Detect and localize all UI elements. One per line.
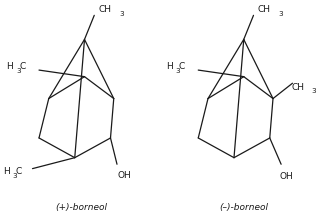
Text: 3: 3: [279, 11, 283, 17]
Text: (–)-borneol: (–)-borneol: [219, 203, 268, 212]
Text: C: C: [178, 62, 185, 71]
Text: H: H: [6, 62, 13, 71]
Text: CH: CH: [292, 83, 305, 92]
Text: 3: 3: [16, 67, 20, 74]
Text: H: H: [3, 167, 10, 177]
Text: 3: 3: [13, 173, 17, 179]
Text: 3: 3: [312, 88, 316, 94]
Text: C: C: [16, 167, 22, 177]
Text: (+)-borneol: (+)-borneol: [55, 203, 107, 212]
Text: C: C: [19, 62, 25, 71]
Text: OH: OH: [117, 171, 131, 180]
Text: CH: CH: [257, 5, 270, 14]
Text: 3: 3: [175, 67, 180, 74]
Text: H: H: [166, 62, 173, 71]
Text: 3: 3: [120, 11, 124, 17]
Text: CH: CH: [98, 5, 111, 14]
Text: OH: OH: [280, 172, 293, 181]
